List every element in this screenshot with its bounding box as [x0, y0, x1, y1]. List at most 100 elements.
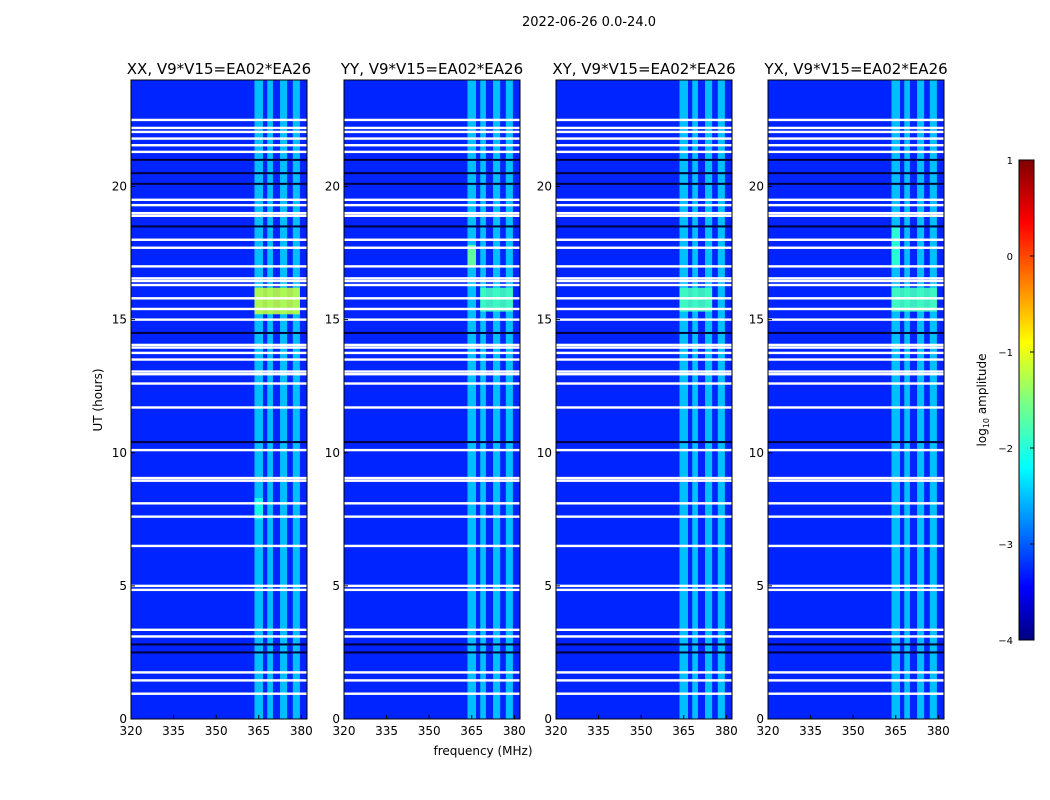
flagged-row: [556, 346, 732, 349]
flagged-row: [768, 246, 944, 249]
flagged-row: [131, 283, 307, 287]
dark-row: [556, 441, 732, 444]
dark-row: [768, 172, 944, 175]
flagged-row: [768, 502, 944, 505]
flagged-row: [556, 479, 732, 482]
flagged-row: [556, 406, 732, 409]
flagged-row: [344, 203, 520, 207]
y-tick-label: 5: [332, 579, 340, 593]
flagged-row: [768, 126, 944, 130]
flagged-row: [344, 238, 520, 241]
flagged-row: [768, 373, 944, 376]
flagged-row: [768, 370, 944, 373]
flagged-row: [131, 515, 307, 518]
x-tick-label: 335: [375, 724, 398, 738]
dark-row: [344, 441, 520, 444]
panels-group: XX, V9*V15=EA02*EA26 320 335 350 365 380 0 5 10 1…: [112, 60, 950, 738]
flagged-row: [344, 198, 520, 202]
x-tick-label: 350: [418, 724, 441, 738]
panel-title: YX, V9*V15=EA02*EA26: [763, 60, 947, 78]
flagged-row: [556, 279, 732, 283]
flagged-row: [131, 635, 307, 638]
y-tick-label: 5: [756, 579, 764, 593]
flagged-row: [131, 211, 307, 215]
flagged-row: [131, 130, 307, 134]
rfi-band: [705, 80, 713, 719]
dark-row: [768, 651, 944, 654]
x-tick-label: 365: [460, 724, 483, 738]
flagged-row: [768, 635, 944, 638]
colorbar-tick-label: −3: [998, 540, 1013, 551]
x-tick-label: 320: [120, 724, 143, 738]
flagged-row: [131, 588, 307, 592]
dark-row: [556, 651, 732, 654]
rfi-band: [717, 80, 725, 719]
flagged-row: [556, 584, 732, 588]
figure-suptitle: 2022-06-26 0.0-24.0: [522, 15, 656, 30]
flagged-row: [344, 382, 520, 385]
flagged-row: [131, 277, 307, 280]
rfi-hotspot: [891, 226, 900, 267]
flagged-row: [768, 214, 944, 217]
dark-row: [344, 651, 520, 654]
flagged-row: [768, 588, 944, 592]
panel-title: XY, V9*V15=EA02*EA26: [552, 60, 735, 78]
flagged-row: [344, 126, 520, 130]
y-tick-label: 15: [325, 313, 340, 327]
flagged-row: [556, 358, 732, 361]
flagged-row: [344, 307, 520, 311]
flagged-row: [344, 373, 520, 376]
rfi-band: [292, 80, 300, 719]
flagged-row: [768, 448, 944, 452]
flagged-row: [131, 448, 307, 452]
flagged-row: [556, 126, 732, 130]
flagged-row: [131, 679, 307, 682]
dark-row: [131, 651, 307, 654]
flagged-row: [556, 238, 732, 241]
flagged-row: [344, 358, 520, 361]
rfi-hotspot: [891, 287, 937, 312]
y-tick-label: 15: [112, 313, 127, 327]
flagged-row: [344, 318, 520, 321]
panel-background: [556, 80, 732, 719]
flagged-row: [556, 502, 732, 505]
flagged-row: [344, 137, 520, 140]
flagged-row: [556, 137, 732, 140]
flagged-row: [344, 277, 520, 280]
x-tick-label: 380: [927, 724, 950, 738]
flagged-row: [131, 351, 307, 355]
rfi-band: [480, 80, 486, 719]
colorbar-label: log10 amplitude: [975, 354, 991, 447]
flagged-row: [344, 130, 520, 134]
flagged-row: [768, 382, 944, 385]
flagged-row: [556, 588, 732, 592]
flagged-row: [556, 265, 732, 268]
flagged-row: [344, 544, 520, 548]
panel-frame: [555, 79, 733, 720]
flagged-row: [131, 502, 307, 505]
panel: YY, V9*V15=EA02*EA26 320 335 350 365 380 0 5 10 1…: [325, 60, 526, 738]
flagged-row: [131, 238, 307, 241]
colorbar-tick-label: 1: [1007, 156, 1013, 167]
flagged-row: [344, 265, 520, 268]
y-tick-label: 20: [749, 180, 764, 194]
flagged-row: [344, 283, 520, 287]
flagged-row: [344, 144, 520, 147]
dark-row: [768, 441, 944, 444]
flagged-row: [131, 150, 307, 154]
flagged-row: [556, 692, 732, 695]
flagged-row: [768, 358, 944, 361]
flagged-row: [131, 137, 307, 140]
y-tick-label: 20: [537, 180, 552, 194]
flagged-row: [131, 144, 307, 147]
y-tick-label: 5: [544, 579, 552, 593]
rfi-band: [280, 80, 288, 719]
flagged-row: [556, 198, 732, 202]
panel-background: [768, 80, 944, 719]
dark-row: [131, 172, 307, 175]
flagged-row: [768, 297, 944, 300]
flagged-row: [768, 679, 944, 682]
flagged-row: [344, 448, 520, 452]
flagged-row: [131, 671, 307, 674]
x-tick-label: 380: [290, 724, 313, 738]
